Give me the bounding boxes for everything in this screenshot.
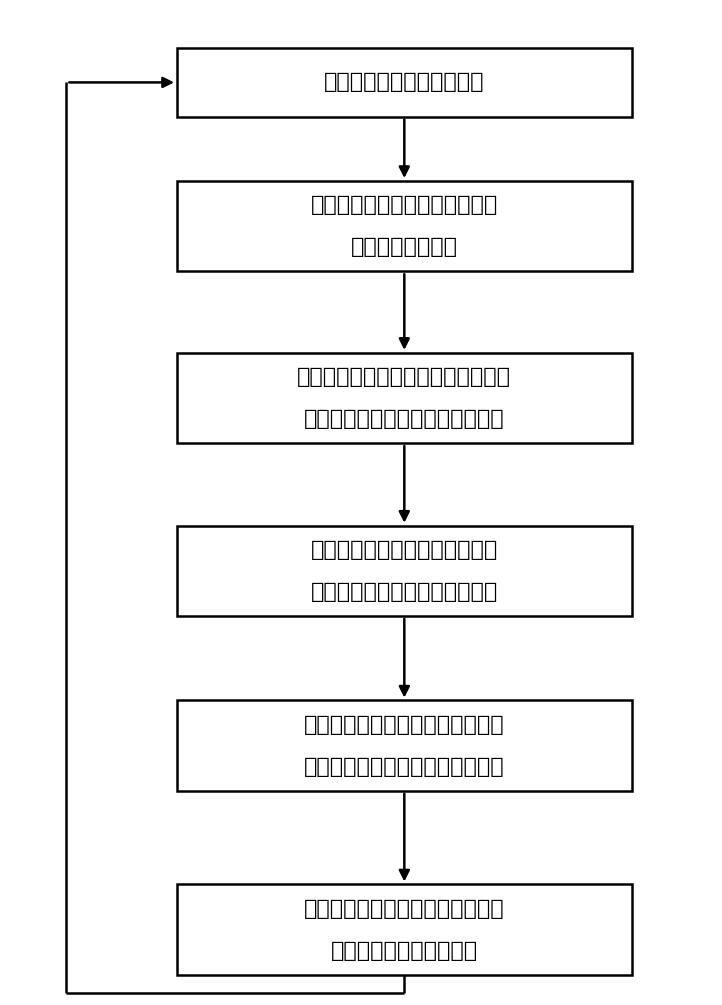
Text: 点本地时钟频率进行调整: 点本地时钟频率进行调整 [331,941,478,961]
Text: 在下个调整时刻期望达到的计数值: 在下个调整时刻期望达到的计数值 [304,409,505,429]
Text: 刻节点本地时钟频率调整初始值: 刻节点本地时钟频率调整初始值 [310,582,498,602]
Text: 计数值计算模块计算主节点本地时钟: 计数值计算模块计算主节点本地时钟 [297,367,511,387]
Text: 频率调整模块对当前调整时刻从节: 频率调整模块对当前调整时刻从节 [304,898,505,919]
Bar [177,48,632,117]
Bar [177,700,632,791]
Bar [177,181,632,271]
Text: 频率调整参数计算模块计算当前调: 频率调整参数计算模块计算当前调 [304,715,505,735]
Text: 频率获取模块计算主从节点本地: 频率获取模块计算主从节点本地 [310,195,498,215]
Bar [177,884,632,975]
Text: 时钟当前时刻频率: 时钟当前时刻频率 [351,237,458,257]
Text: 定时器模块发送调整时刻值: 定时器模块发送调整时刻值 [324,72,484,92]
Text: 整时刻从节点本地时钟频率期望值: 整时刻从节点本地时钟频率期望值 [304,757,505,777]
Bar [177,526,632,616]
Text: 频率估算模块计算从当前调整时: 频率估算模块计算从当前调整时 [310,540,498,560]
Bar [177,353,632,443]
